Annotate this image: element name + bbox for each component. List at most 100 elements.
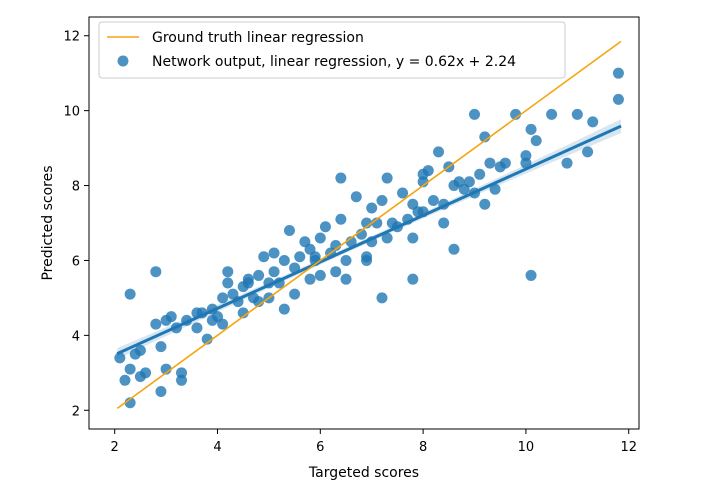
scatter-point	[474, 168, 486, 180]
scatter-point	[217, 292, 229, 304]
scatter-point	[309, 251, 321, 263]
scatter-point	[561, 157, 573, 169]
scatter-point	[150, 266, 162, 278]
scatter-point	[335, 213, 347, 225]
scatter-point	[612, 93, 624, 105]
scatter-point	[140, 367, 152, 379]
scatter-point	[330, 266, 342, 278]
scatter-point	[371, 217, 383, 229]
scatter-point	[119, 374, 131, 386]
scatter-point	[499, 157, 511, 169]
network-regression-line	[116, 124, 622, 356]
scatter-point	[253, 296, 265, 308]
scatter-point	[489, 183, 501, 195]
scatter-point	[160, 363, 172, 375]
scatter-point	[155, 386, 167, 398]
scatter-point	[582, 146, 594, 158]
scatter-point	[355, 228, 367, 240]
x-tick-label: 12	[620, 440, 637, 455]
scatter-point	[479, 198, 491, 210]
scatter-point	[278, 254, 290, 266]
scatter-point	[242, 277, 254, 289]
scatter-point	[525, 269, 537, 281]
y-tick-label: 8	[72, 180, 80, 195]
regression-lines	[116, 40, 622, 410]
scatter-point	[314, 232, 326, 244]
scatter-point	[530, 135, 542, 147]
scatter-point	[361, 217, 373, 229]
scatter-point	[407, 232, 419, 244]
scatter-point	[397, 187, 409, 199]
scatter-point	[366, 202, 378, 214]
scatter-point	[258, 251, 270, 263]
scatter-point	[546, 108, 558, 120]
scatter-point	[237, 307, 249, 319]
scatter-point	[176, 367, 188, 379]
y-axis-ticks: 2 4 6 8 10 12	[63, 30, 89, 419]
x-axis-label: Targeted scores	[308, 465, 419, 481]
scatter-point	[294, 251, 306, 263]
y-tick-label: 10	[63, 105, 80, 120]
scatter-point	[376, 292, 388, 304]
scatter-point	[268, 247, 280, 259]
scatter-point	[340, 254, 352, 266]
y-tick-label: 2	[72, 404, 80, 419]
y-axis-label: Predicted scores	[40, 165, 56, 280]
scatter-point	[381, 232, 393, 244]
scatter-point	[350, 191, 362, 203]
legend-label-network-output: Network output, linear regression, y = 0…	[152, 54, 516, 70]
y-tick-label: 6	[72, 254, 80, 269]
scatter-point	[376, 195, 388, 207]
scatter-point	[448, 243, 460, 255]
scatter-point	[438, 217, 450, 229]
scatter-point	[361, 254, 373, 266]
scatter-point	[134, 344, 146, 356]
scatter-point	[520, 157, 532, 169]
scatter-point	[124, 397, 136, 409]
scatter-point	[114, 352, 126, 364]
scatter-point	[479, 131, 491, 143]
scatter-point	[525, 123, 537, 135]
scatter-point	[222, 266, 234, 278]
scatter-point	[335, 172, 347, 184]
x-tick-label: 2	[111, 440, 119, 455]
y-tick-label: 12	[63, 30, 80, 45]
plot-frame	[88, 16, 640, 430]
scatter-point	[463, 176, 475, 188]
x-tick-label: 10	[518, 440, 535, 455]
scatter-point	[201, 333, 213, 345]
scatter-point	[124, 363, 136, 375]
scatter-point	[124, 288, 136, 300]
scatter-point	[278, 303, 290, 315]
ground-truth-line	[116, 40, 622, 410]
scatter-point	[150, 318, 162, 330]
scatter-point	[345, 236, 357, 248]
scatter-point	[469, 108, 481, 120]
scatter-point	[587, 116, 599, 128]
scatter-point	[165, 311, 177, 323]
scatter-point	[407, 273, 419, 285]
scatter-point	[283, 224, 295, 236]
scatter-point	[417, 168, 429, 180]
scatter-point	[217, 318, 229, 330]
scatter-point	[381, 172, 393, 184]
scatter-point	[330, 239, 342, 251]
scatter-point	[268, 266, 280, 278]
scatter-point	[612, 67, 624, 79]
legend: Ground truth linear regression Network o…	[98, 21, 566, 79]
x-tick-label: 6	[316, 440, 324, 455]
scatter-point	[253, 269, 265, 281]
scatter-point	[433, 146, 445, 158]
x-axis-ticks: 2 4 6 8 10 12	[111, 429, 637, 455]
x-tick-label: 8	[419, 440, 427, 455]
scatter-point	[484, 157, 496, 169]
y-tick-label: 4	[72, 329, 80, 344]
scatter-point	[191, 322, 203, 334]
scatter-points	[114, 67, 624, 409]
legend-marker-network-output	[117, 55, 129, 67]
scatter-point	[222, 277, 234, 289]
scatter-point	[314, 269, 326, 281]
scatter-point	[510, 108, 522, 120]
scatter-point	[319, 221, 331, 233]
